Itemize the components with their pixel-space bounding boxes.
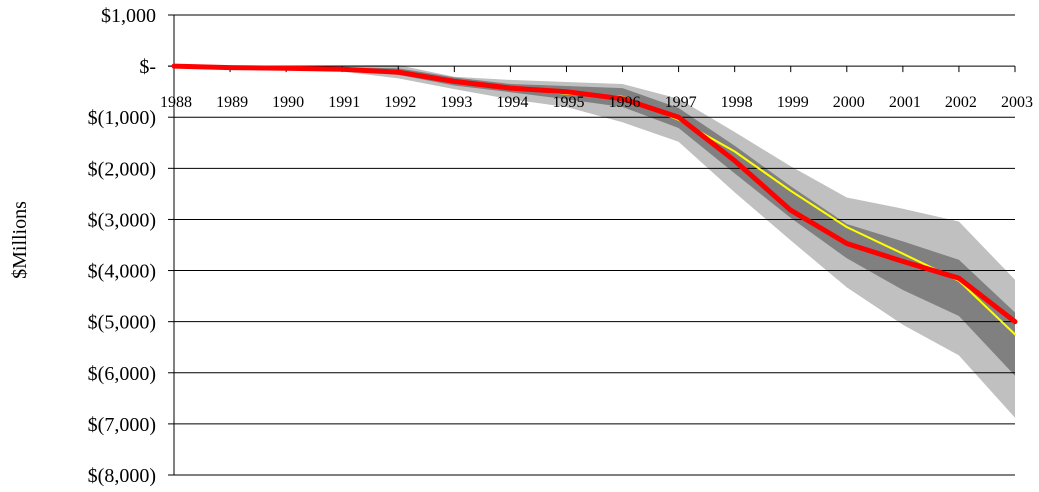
- x-tick-label: 1996: [609, 94, 641, 111]
- x-tick-label: 1994: [496, 94, 528, 111]
- confidence-bands: [174, 65, 1015, 418]
- y-tick-label: $(7,000): [88, 414, 156, 436]
- y-tick-label: $(8,000): [88, 465, 156, 487]
- y-tick-label: $-: [139, 56, 156, 78]
- x-tick-label: 2001: [889, 94, 921, 111]
- x-tick-label: 2003: [1001, 94, 1033, 111]
- series-lines: [171, 63, 1018, 336]
- y-tick-label: $(3,000): [88, 209, 156, 231]
- x-tick-label: 1988: [160, 94, 192, 111]
- series-line-1: [171, 63, 1018, 325]
- y-tick-label: $(5,000): [88, 312, 156, 334]
- y-tick-label: $(2,000): [88, 158, 156, 180]
- x-tick-label: 1991: [328, 94, 360, 111]
- x-tick-label: 1992: [384, 94, 416, 111]
- x-tick-label: 1995: [552, 94, 584, 111]
- y-axis-label: $Millions: [9, 201, 31, 279]
- y-tick-labels: $1,000 $- $(1,000) $(2,000) $(3,000) $(4,000)…: [88, 5, 156, 487]
- x-tick-label: 1990: [272, 94, 304, 111]
- x-tick-label: 1993: [440, 94, 472, 111]
- y-tick-label: $(1,000): [88, 107, 156, 129]
- x-tick-label: 1998: [721, 94, 753, 111]
- y-tick-label: $1,000: [101, 5, 156, 27]
- x-tick-label: 1999: [777, 94, 809, 111]
- x-tick-labels: 1988 1989 1990 1991 1992 1993 1994 1995 1996 1997…: [160, 94, 1033, 111]
- y-tick-label: $(6,000): [88, 363, 156, 385]
- x-tick-label: 2002: [945, 94, 977, 111]
- y-tick-label: $(4,000): [88, 261, 156, 283]
- x-tick-label: 1989: [216, 94, 248, 111]
- gridlines: [174, 14, 1015, 476]
- x-tick-label: 2000: [833, 94, 865, 111]
- x-tick-label: 1997: [665, 94, 697, 111]
